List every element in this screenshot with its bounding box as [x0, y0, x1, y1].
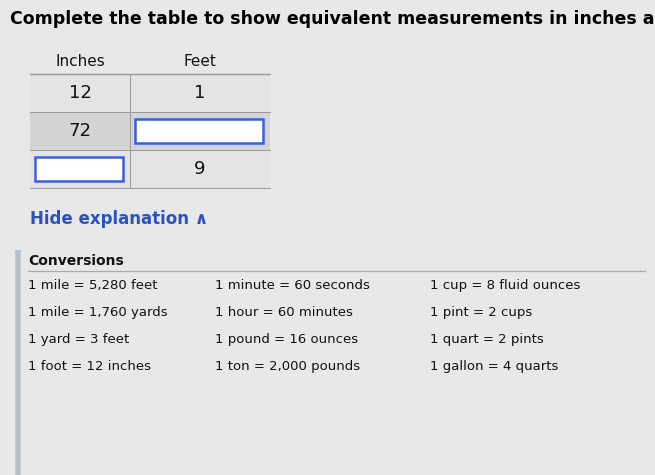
- Text: Feet: Feet: [183, 54, 216, 68]
- Text: Hide explanation ∧: Hide explanation ∧: [30, 210, 208, 228]
- Text: 1 cup = 8 fluid ounces: 1 cup = 8 fluid ounces: [430, 279, 580, 292]
- Text: 1 gallon = 4 quarts: 1 gallon = 4 quarts: [430, 360, 558, 373]
- Text: 1 minute = 60 seconds: 1 minute = 60 seconds: [215, 279, 370, 292]
- Text: 1 mile = 5,280 feet: 1 mile = 5,280 feet: [28, 279, 157, 292]
- Text: 12: 12: [69, 84, 92, 102]
- Text: 72: 72: [69, 122, 92, 140]
- Text: 1 pint = 2 cups: 1 pint = 2 cups: [430, 306, 533, 319]
- Bar: [30, 48, 270, 74]
- Text: Complete the table to show equivalent measurements in inches and feet.: Complete the table to show equivalent me…: [10, 10, 655, 28]
- Text: 1 mile = 1,760 yards: 1 mile = 1,760 yards: [28, 306, 168, 319]
- Text: 1: 1: [195, 84, 206, 102]
- Text: 1 yard = 3 feet: 1 yard = 3 feet: [28, 333, 129, 346]
- Text: Inches: Inches: [55, 54, 105, 68]
- Bar: [30, 74, 270, 112]
- Text: 9: 9: [195, 160, 206, 178]
- Text: 1 ton = 2,000 pounds: 1 ton = 2,000 pounds: [215, 360, 360, 373]
- Text: 1 pound = 16 ounces: 1 pound = 16 ounces: [215, 333, 358, 346]
- Bar: [30, 112, 270, 150]
- Bar: [30, 150, 270, 188]
- Text: Conversions: Conversions: [28, 254, 124, 268]
- FancyBboxPatch shape: [35, 157, 123, 181]
- FancyBboxPatch shape: [135, 119, 263, 143]
- Text: 1 foot = 12 inches: 1 foot = 12 inches: [28, 360, 151, 373]
- Text: 1 quart = 2 pints: 1 quart = 2 pints: [430, 333, 544, 346]
- Text: 1 hour = 60 minutes: 1 hour = 60 minutes: [215, 306, 353, 319]
